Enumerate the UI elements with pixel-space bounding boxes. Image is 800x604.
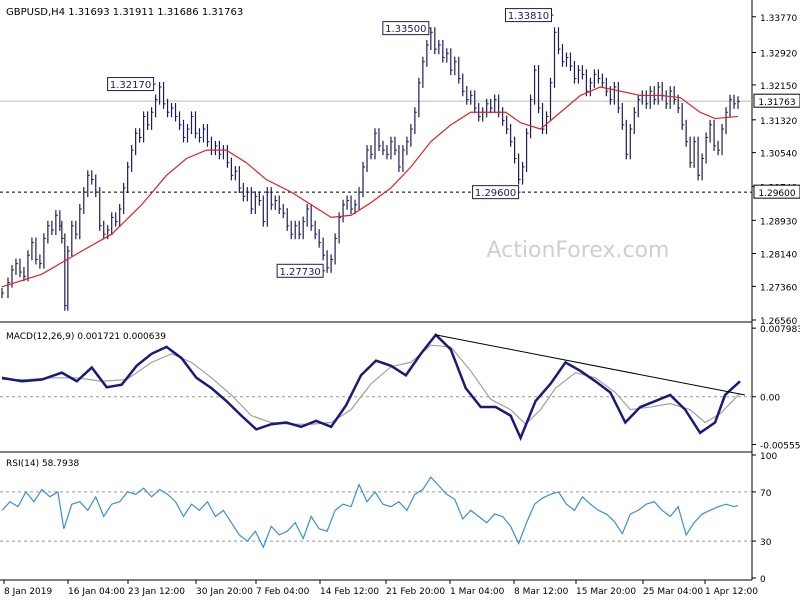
x-tick-label: 25 Mar 04:00: [643, 587, 703, 597]
x-tick-label: 15 Mar 20:00: [576, 587, 636, 597]
price-label: 1.29600: [475, 188, 516, 199]
x-tick-label: 16 Jan 04:00: [68, 587, 125, 597]
macd-main-line: [1, 333, 741, 442]
x-tick-label: 30 Jan 20:00: [196, 587, 253, 597]
x-tick-label: 14 Feb 12:00: [320, 587, 379, 597]
macd-trendline: [435, 334, 746, 396]
macd-y-tick-label: 0.00: [760, 394, 780, 404]
macd-y-tick-label: 0.007983: [760, 325, 800, 335]
price-label: 1.27730: [279, 267, 320, 278]
macd-signal-line: [2, 344, 741, 426]
x-tick-label: 23 Jan 12:00: [128, 587, 185, 597]
price-y-tick-label: 1.31320: [760, 117, 797, 127]
price-y-tick-label: 1.32150: [760, 82, 797, 92]
price-y-tick-label: 1.33770: [760, 14, 797, 24]
price-y-tick-label: 1.32920: [760, 50, 797, 60]
rsi-title: RSI(14) 58.7938: [6, 459, 79, 469]
x-tick-label: 7 Feb 04:00: [256, 587, 310, 597]
rsi-y-tick-label: 0: [760, 575, 766, 585]
rsi-y-tick-label: 70: [760, 489, 772, 499]
current-price-box: [753, 93, 800, 108]
price-y-tick-label: 1.27360: [760, 283, 797, 293]
rsi-line: [1, 476, 739, 549]
x-tick-label: 21 Feb 20:00: [386, 587, 445, 597]
price-label: 1.33810: [508, 11, 549, 22]
price-label-box: [505, 8, 553, 23]
x-tick-label: 1 Mar 04:00: [450, 587, 505, 597]
moving-average-line: [1, 86, 739, 288]
price-y-tick-label: 1.30540: [760, 150, 797, 160]
price-y-tick-label: 1.26560: [760, 317, 797, 327]
current-price-label: 1.31763: [758, 98, 795, 108]
macd-y-tick-label: -0.005559: [760, 441, 800, 451]
rsi-y-tick-label: 30: [760, 538, 772, 548]
watermark: ActionForex.com: [487, 238, 670, 263]
price-label: 1.33500: [385, 24, 426, 35]
x-tick-label: 8 Jan 2019: [4, 587, 52, 597]
support-price-box: [753, 184, 800, 199]
x-tick-label: 1 Apr 12:00: [705, 587, 758, 597]
macd-title: MACD(12,26,9) 0.001721 0.000639: [6, 332, 166, 342]
price-label: 1.32170: [110, 80, 151, 91]
rsi-y-tick-label: 100: [760, 452, 777, 462]
price-y-tick-label: 1.28140: [760, 251, 797, 261]
price-y-tick-label: 1.28930: [760, 217, 797, 227]
support-price-label: 1.29600: [758, 189, 795, 199]
x-tick-label: 8 Mar 12:00: [514, 587, 569, 597]
price-title: GBPUSD,H4 1.31693 1.31911 1.31686 1.3176…: [6, 7, 243, 18]
